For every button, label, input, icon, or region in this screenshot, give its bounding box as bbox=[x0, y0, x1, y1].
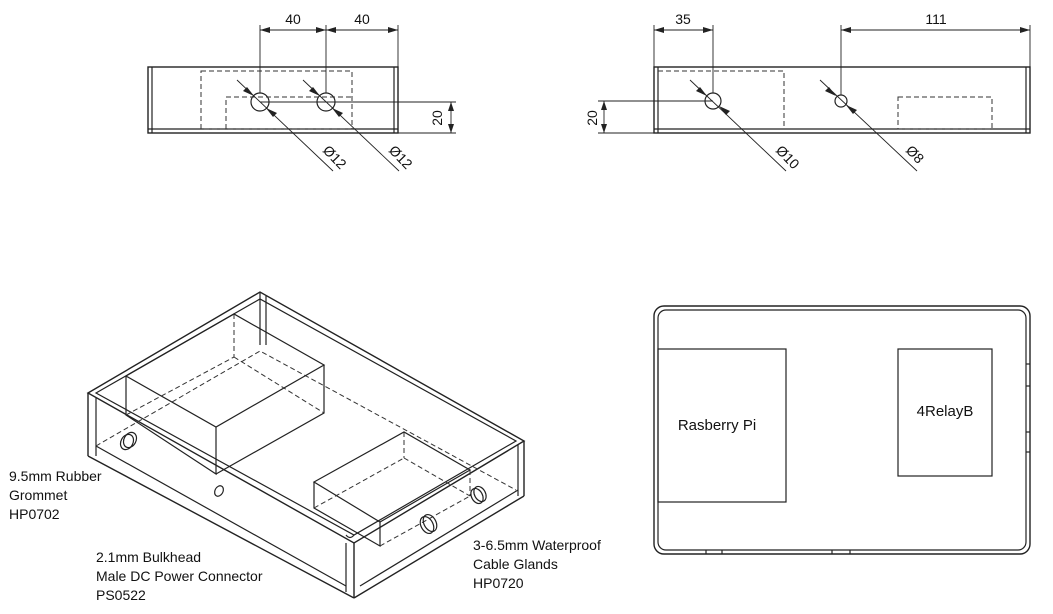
left-dim-spacing-2: 40 bbox=[354, 11, 370, 27]
relay-block-front bbox=[313, 482, 381, 548]
cable-glands-callout-line-3: HP0720 bbox=[473, 575, 524, 591]
rpi-block-front bbox=[125, 376, 217, 476]
dc-connector-hole bbox=[214, 485, 224, 497]
left-dim-height: 20 bbox=[429, 110, 445, 126]
cable-glands-callout-line-1: 3-6.5mm Waterproof bbox=[473, 537, 601, 553]
top-view: Rasberry Pi 4RelayB bbox=[653, 305, 1031, 555]
left-dim-spacing-1: 40 bbox=[285, 11, 301, 27]
relay-block-hidden bbox=[403, 457, 471, 497]
cable-gland-hole bbox=[422, 513, 438, 533]
relay-outline bbox=[897, 348, 993, 477]
cable-glands-callout-line-2: Cable Glands bbox=[473, 556, 558, 572]
grommet-callout-line-1: 9.5mm Rubber bbox=[9, 468, 102, 484]
dimension-arrow bbox=[388, 27, 398, 33]
cable-gland-hole-inner bbox=[419, 515, 435, 535]
box-bottom-edge bbox=[87, 455, 355, 599]
leader-arrow bbox=[696, 87, 707, 96]
relay-block-hidden bbox=[313, 457, 405, 509]
right-hole-2 bbox=[834, 94, 848, 108]
cable-glands-callout: 3-6.5mm Waterproof Cable Glands HP0720 bbox=[473, 536, 601, 593]
left-view-outline bbox=[147, 66, 399, 134]
grommet-callout: 9.5mm Rubber Grommet HP0702 bbox=[9, 467, 102, 524]
dimension-arrow bbox=[601, 124, 607, 133]
dimension-arrow bbox=[316, 27, 326, 33]
grommet-callout-line-3: HP0702 bbox=[9, 506, 60, 522]
rpi-block-hidden bbox=[125, 356, 235, 416]
dimension-arrow bbox=[601, 101, 607, 110]
leader-arrow bbox=[825, 87, 836, 96]
right-view-outline bbox=[653, 66, 1031, 134]
cable-gland-hole-inner bbox=[470, 487, 484, 505]
right-dim-spacing-2: 111 bbox=[925, 11, 946, 27]
grommet-callout-line-2: Grommet bbox=[9, 487, 68, 503]
rpi-block-side bbox=[215, 365, 325, 475]
left-view-hidden-edge bbox=[225, 96, 352, 129]
right-hole-1-diameter: Ø10 bbox=[773, 142, 803, 172]
leader-arrow bbox=[243, 87, 254, 96]
dimension-arrow bbox=[703, 27, 713, 33]
box-floor-edge bbox=[95, 445, 347, 587]
leader-line bbox=[819, 79, 918, 172]
rpi-block-top bbox=[124, 313, 326, 428]
right-dim-spacing-1: 35 bbox=[675, 11, 691, 27]
dc-connector-callout-line-3: PS0522 bbox=[96, 587, 146, 603]
dimension-arrow bbox=[1020, 27, 1030, 33]
rpi-block-hidden bbox=[233, 356, 325, 414]
rpi-outline bbox=[657, 348, 787, 503]
dc-connector-callout-line-2: Male DC Power Connector bbox=[96, 568, 263, 584]
right-view-hidden-pi bbox=[658, 70, 785, 129]
left-side-view: 40 40 20 Ø12 Ø12 bbox=[147, 11, 456, 172]
relay-label: 4RelayB bbox=[917, 403, 974, 420]
right-view-hidden-relay bbox=[897, 96, 993, 130]
right-side-view: 35 111 20 Ø10 Ø8 bbox=[584, 11, 1031, 172]
grommet-hole-inner bbox=[119, 433, 135, 451]
right-dim-height: 20 bbox=[584, 110, 600, 126]
isometric-view bbox=[86, 291, 526, 599]
top-view-outline bbox=[653, 305, 1031, 555]
relay-block-hidden bbox=[379, 495, 471, 547]
left-view-hidden-outline bbox=[200, 70, 353, 130]
cable-gland-hole bbox=[473, 485, 487, 503]
dimension-arrow bbox=[448, 102, 454, 111]
dc-connector-callout: 2.1mm Bulkhead Male DC Power Connector P… bbox=[96, 548, 263, 605]
leader-arrow bbox=[309, 87, 320, 96]
leader-arrow bbox=[846, 105, 857, 114]
box-floor-edge bbox=[359, 489, 519, 587]
left-hole-1-diameter: Ø12 bbox=[320, 142, 350, 172]
grommet-hole bbox=[122, 431, 138, 449]
box-corner bbox=[345, 534, 355, 539]
leader-arrow bbox=[332, 108, 343, 117]
dimension-arrow bbox=[654, 27, 664, 33]
leader-arrow bbox=[266, 108, 277, 117]
dimension-arrow bbox=[260, 27, 270, 33]
dimension-arrow bbox=[841, 27, 851, 33]
dimension-arrow bbox=[448, 124, 454, 133]
leader-arrow bbox=[719, 106, 730, 115]
box-top-rim bbox=[86, 291, 526, 544]
left-hole-2-diameter: Ø12 bbox=[386, 142, 416, 172]
dimension-arrow bbox=[326, 27, 336, 33]
box-bottom-edge bbox=[353, 495, 525, 599]
right-hole-2-diameter: Ø8 bbox=[903, 142, 928, 167]
box-hidden-floor bbox=[95, 350, 517, 491]
dc-connector-callout-line-1: 2.1mm Bulkhead bbox=[96, 549, 202, 565]
rpi-label: Rasberry Pi bbox=[678, 417, 756, 434]
box-inner-rim bbox=[94, 298, 518, 536]
